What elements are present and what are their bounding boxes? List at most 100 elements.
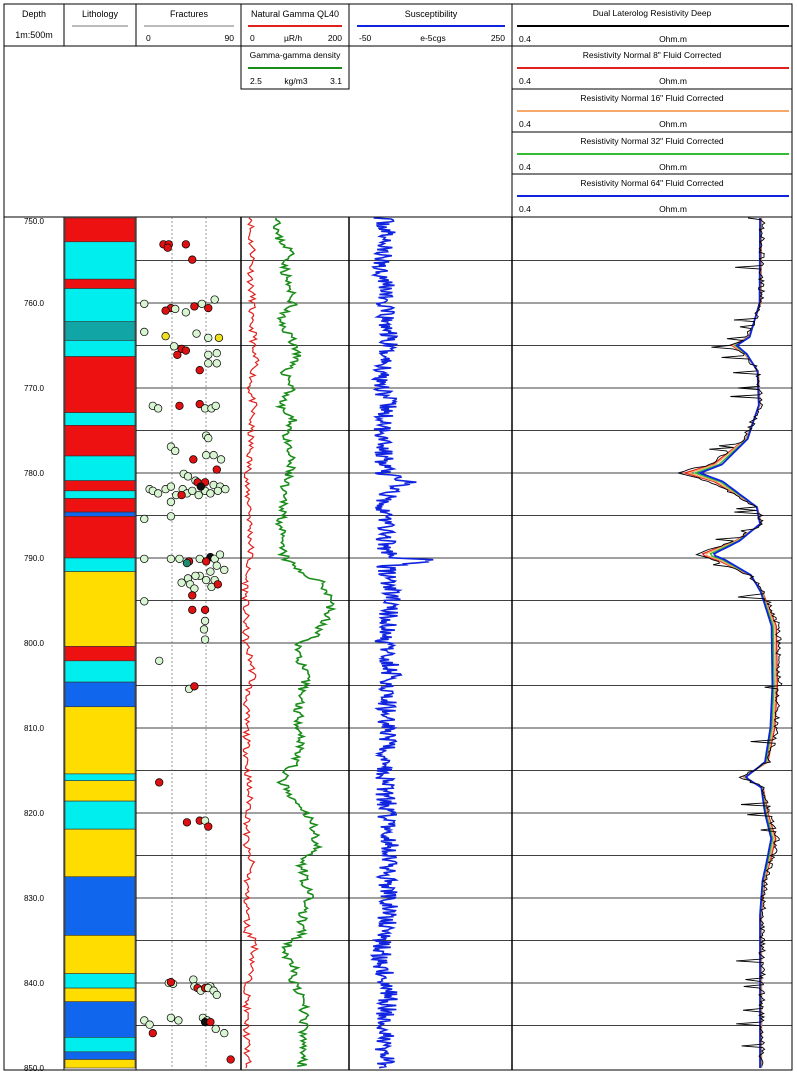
fracture-point — [204, 359, 213, 368]
depth-axis: 750.0 760.0 770.0 780.0 790.0 800.0 810.0 820.0… — [24, 217, 45, 1073]
lithology-interval — [64, 490, 136, 499]
fracture-point — [181, 308, 191, 317]
fracture-point — [213, 580, 223, 589]
fractures-track — [140, 240, 235, 1064]
fracture-point — [213, 486, 223, 496]
lithology-interval — [64, 706, 136, 775]
fracture-point — [169, 342, 179, 351]
gamma-curve — [240, 217, 260, 1069]
fracture-point — [177, 578, 186, 587]
resistivity-header-title: Resistivity Normal 8" Fluid Corrected — [583, 50, 722, 60]
density-title: Gamma-gamma density — [250, 50, 341, 60]
fracture-point — [153, 404, 163, 413]
susceptibility-title: Susceptibility — [405, 9, 458, 19]
fracture-point — [166, 978, 176, 987]
fracture-point — [220, 1028, 229, 1038]
fracture-point — [200, 605, 210, 614]
fracture-point — [148, 1028, 157, 1038]
lithology-interval — [64, 516, 136, 559]
fracture-point — [181, 346, 191, 355]
fracture-point — [166, 497, 176, 507]
resistivity-deep-curve — [677, 217, 783, 1067]
lithology-interval — [64, 1051, 136, 1060]
depth-label: 850.0 — [24, 1064, 45, 1073]
fracture-point — [210, 295, 219, 304]
density-unit: kg/m3 — [284, 76, 307, 86]
lithology-interval — [64, 412, 136, 426]
resistivity-header-title: Resistivity Normal 32" Fluid Corrected — [580, 136, 724, 146]
lithology-interval — [64, 340, 136, 357]
fractures-max: 90 — [225, 33, 235, 43]
resistivity-normal-curve — [697, 218, 774, 1068]
lithology-interval — [64, 1001, 136, 1038]
fracture-point — [215, 550, 225, 559]
density-min: 2.5 — [250, 76, 262, 86]
fracture-point — [166, 512, 176, 521]
lithology-interval — [64, 356, 136, 413]
fracture-point — [212, 465, 221, 474]
susceptibility-min: -50 — [359, 33, 372, 43]
depth-label: 780.0 — [24, 469, 45, 478]
fractures-min: 0 — [146, 33, 151, 43]
depth-label: 820.0 — [24, 809, 45, 818]
depth-scale: 1m:500m — [15, 30, 53, 40]
fracture-point — [140, 327, 149, 337]
fracture-point — [204, 434, 213, 443]
depth-label: 830.0 — [24, 894, 45, 903]
fracture-point — [155, 656, 164, 665]
lithology-interval — [64, 321, 136, 341]
log-tracks: 750.0 760.0 770.0 780.0 790.0 800.0 810.0 820.0… — [3, 216, 793, 1073]
depth-label: 760.0 — [24, 299, 45, 308]
lithology-interval — [64, 557, 136, 572]
fracture-point — [175, 554, 184, 563]
fracture-point — [183, 472, 193, 481]
resistivity-headers: Dual Laterolog Resistivity Deep 0.4 Ohm.m R… — [512, 8, 792, 214]
fracture-point — [171, 446, 180, 456]
fracture-point — [190, 682, 199, 691]
fracture-point — [200, 616, 210, 626]
fracture-point — [212, 990, 221, 1000]
resistivity-header-min: 0.4 — [519, 34, 531, 44]
fracture-point — [182, 818, 192, 827]
gamma-min: 0 — [250, 33, 255, 43]
fracture-point — [226, 1055, 235, 1064]
depth-title: Depth — [22, 9, 46, 19]
fracture-point — [197, 299, 207, 309]
depth-label: 800.0 — [24, 639, 45, 648]
lithology-interval — [64, 571, 136, 647]
fracture-point — [153, 489, 163, 498]
fracture-point — [192, 329, 201, 338]
depth-label: 840.0 — [24, 979, 45, 988]
fracture-point — [204, 333, 213, 343]
fracture-point — [190, 302, 199, 311]
resistivity-header-title: Resistivity Normal 64" Fluid Corrected — [580, 178, 724, 188]
fracture-point — [191, 571, 200, 580]
resistivity-track — [677, 217, 783, 1068]
fracture-point — [195, 400, 204, 409]
fracture-point — [194, 490, 203, 500]
fracture-point — [201, 557, 211, 566]
fracture-point — [174, 1016, 183, 1025]
gamma-max: 200 — [328, 33, 342, 43]
lithology-interval — [64, 511, 136, 517]
lithology-interval — [64, 876, 136, 936]
density-max: 3.1 — [330, 76, 342, 86]
fracture-point — [200, 635, 210, 644]
resistivity-header-title: Resistivity Normal 16" Fluid Corrected — [580, 93, 724, 103]
lithology-interval — [64, 288, 136, 322]
fracture-point — [212, 561, 221, 570]
lithology-track — [64, 217, 136, 1069]
resistivity-header-min: 0.4 — [519, 204, 531, 214]
fracture-point — [204, 350, 213, 360]
lithology-interval — [64, 773, 136, 782]
fracture-point — [195, 366, 204, 375]
fracture-point — [199, 625, 209, 634]
fracture-point — [188, 605, 197, 614]
fracture-point — [206, 567, 215, 576]
fracture-point — [166, 1013, 176, 1022]
fracture-point — [212, 349, 221, 358]
resistivity-header-min: 0.4 — [519, 162, 531, 172]
lithology-interval — [64, 646, 136, 662]
resistivity-header-unit: Ohm.m — [659, 76, 687, 86]
